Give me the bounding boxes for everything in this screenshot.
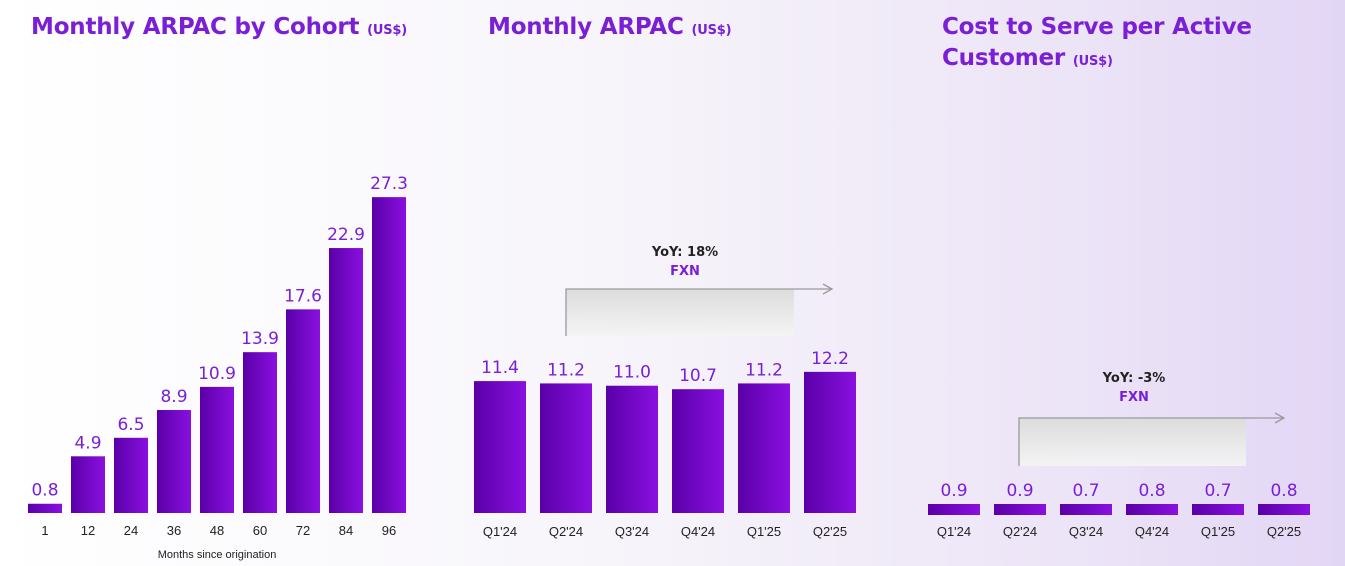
cohort-tick-label: 48 — [210, 523, 224, 538]
cost-value-label: 0.9 — [940, 481, 967, 501]
cost-value-label: 0.8 — [1270, 481, 1297, 501]
cohort-bar — [372, 197, 406, 513]
cost-tick-label: Q1'25 — [1201, 524, 1235, 539]
cohort-chart-title: Monthly ARPAC by Cohort (US$) — [31, 12, 407, 46]
arpac-value-label: 11.4 — [481, 358, 519, 378]
cost-value-label: 0.7 — [1072, 481, 1099, 501]
arpac-yoy-label: YoY: 18% — [651, 245, 718, 260]
arpac-value-label: 11.2 — [547, 360, 585, 380]
cost-tick-label: Q2'24 — [1003, 524, 1037, 539]
arpac-title-text: Monthly ARPAC — [488, 14, 684, 40]
arpac-bar — [738, 383, 790, 513]
arpac-bar — [474, 381, 526, 513]
cohort-x-axis-label: Months since origination — [158, 549, 277, 561]
cohort-bar — [71, 456, 105, 513]
arpac-bar — [606, 385, 658, 513]
cohort-tick-label: 24 — [124, 523, 138, 538]
arpac-tick-label: Q2'25 — [813, 524, 847, 539]
cost-yoy-arrowhead — [1274, 412, 1286, 424]
cohort-tick-label: 60 — [253, 523, 267, 538]
cost-yoy-basis: FXN — [1119, 390, 1149, 405]
arpac-yoy-arrowhead — [822, 283, 834, 295]
cohort-tick-label: 1 — [41, 523, 48, 538]
cohort-tick-label: 96 — [382, 523, 396, 538]
cost-yoy-bracket-fill — [1019, 418, 1246, 466]
cohort-bar — [114, 437, 148, 513]
cohort-title-unit: (US$) — [367, 23, 407, 38]
cost-title-text: Cost to Serve per Active Customer — [942, 14, 1252, 71]
cohort-value-label: 0.8 — [31, 481, 58, 501]
arpac-value-label: 10.7 — [679, 366, 717, 386]
cohort-bar — [286, 309, 320, 513]
arpac-tick-label: Q4'24 — [681, 524, 715, 539]
arpac-value-label: 12.2 — [811, 349, 849, 369]
arpac-chart-title: Monthly ARPAC (US$) — [488, 12, 732, 46]
cohort-tick-label: 36 — [167, 523, 181, 538]
cost-bar — [1258, 504, 1310, 515]
cohort-title-text: Monthly ARPAC by Cohort — [31, 14, 360, 40]
arpac-yoy-basis: FXN — [670, 264, 700, 279]
cohort-chart: 0.8 1 4.9 12 6.5 24 8.9 36 10.9 48 13.9 60 17.6 72 22.… — [28, 174, 408, 561]
cohort-bar — [157, 410, 191, 513]
arpac-value-label: 11.0 — [613, 363, 651, 383]
arpac-yoy-bracket-fill — [566, 289, 794, 336]
cost-title-unit: (US$) — [1072, 54, 1113, 69]
arpac-bar — [540, 383, 592, 513]
arpac-bar — [672, 389, 724, 513]
cost-bar — [1060, 504, 1112, 515]
cost-chart-title: Cost to Serve per Active Customer (US$) — [942, 12, 1272, 77]
cohort-bar — [243, 352, 277, 513]
arpac-bar — [804, 371, 856, 513]
cost-tick-label: Q4'24 — [1135, 524, 1169, 539]
cohort-value-label: 22.9 — [327, 225, 365, 245]
cost-bar — [1192, 504, 1244, 515]
cohort-tick-label: 12 — [81, 523, 95, 538]
cohort-value-label: 10.9 — [198, 364, 236, 384]
cohort-value-label: 13.9 — [241, 329, 279, 349]
cost-yoy-label: YoY: -3% — [1102, 371, 1166, 386]
cost-chart: YoY: -3% FXN 0.9 Q1'24 0.9 Q2'24 0.7 Q3'24 0.8 Q4… — [928, 371, 1310, 539]
arpac-chart: YoY: 18% FXN 11.4 Q1'24 11.2 Q2'24 11.0 Q3'24 10… — [474, 245, 856, 539]
arpac-yoy-arrow — [565, 288, 832, 336]
cohort-value-label: 4.9 — [74, 433, 101, 453]
arpac-tick-label: Q3'24 — [615, 524, 649, 539]
cohort-bar — [200, 386, 234, 513]
arpac-tick-label: Q1'25 — [747, 524, 781, 539]
cost-value-label: 0.7 — [1204, 481, 1231, 501]
cohort-value-label: 8.9 — [160, 387, 187, 407]
cost-tick-label: Q3'24 — [1069, 524, 1103, 539]
cohort-value-label: 6.5 — [117, 415, 144, 435]
cohort-value-label: 27.3 — [370, 174, 408, 194]
arpac-tick-label: Q2'24 — [549, 524, 583, 539]
cohort-bar — [329, 248, 363, 513]
cohort-tick-label: 84 — [339, 523, 353, 538]
cost-bar — [928, 504, 980, 515]
cohort-value-label: 17.6 — [284, 286, 322, 306]
arpac-value-label: 11.2 — [745, 360, 783, 380]
cohort-bar — [28, 503, 62, 513]
cost-yoy-arrow — [1018, 417, 1284, 466]
cost-bar — [1126, 504, 1178, 515]
cost-value-label: 0.9 — [1006, 481, 1033, 501]
cost-bar — [994, 504, 1046, 515]
arpac-title-unit: (US$) — [691, 23, 732, 38]
cost-value-label: 0.8 — [1138, 481, 1165, 501]
cohort-tick-label: 72 — [296, 523, 310, 538]
cost-tick-label: Q2'25 — [1267, 524, 1301, 539]
cost-tick-label: Q1'24 — [937, 524, 971, 539]
arpac-tick-label: Q1'24 — [483, 524, 517, 539]
